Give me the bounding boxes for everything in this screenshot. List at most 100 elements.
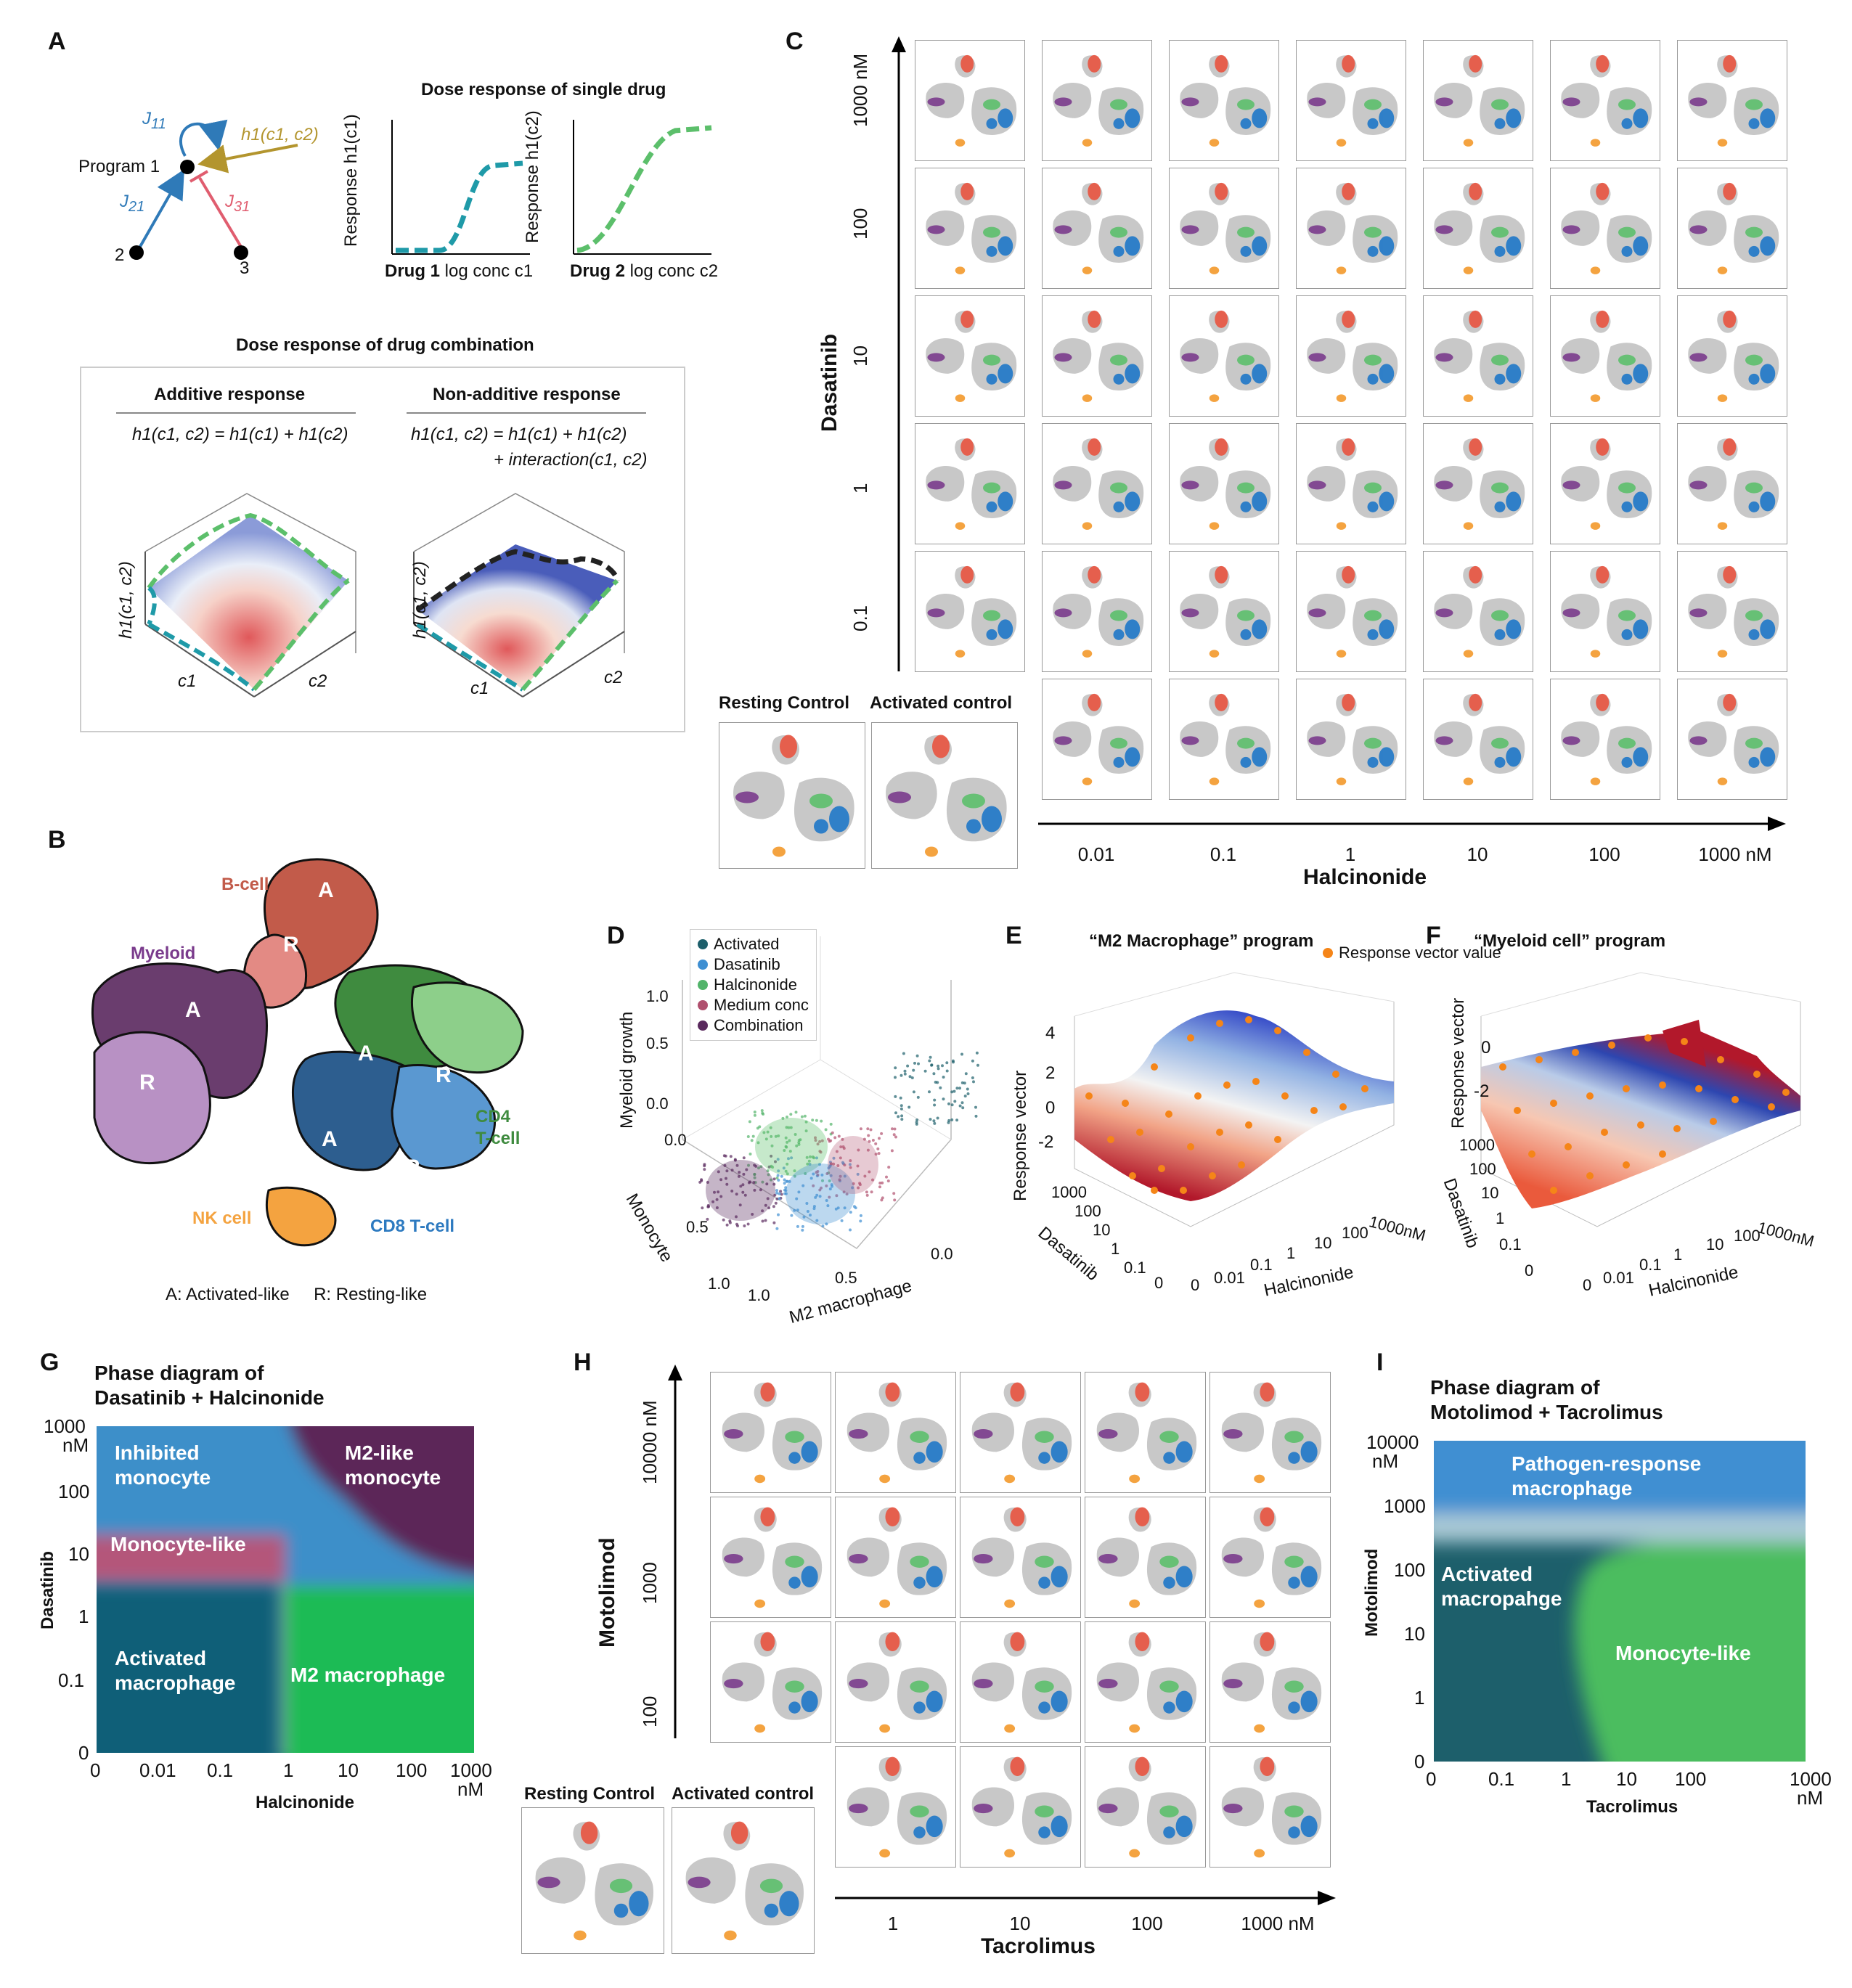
g-ytick: 0.1 xyxy=(58,1669,85,1691)
umap-thumbnail xyxy=(1677,423,1787,544)
h-x-axis-arrow xyxy=(835,1891,1336,1905)
umap-thumbnail xyxy=(1677,295,1787,417)
g-xtick: 0 xyxy=(90,1759,101,1781)
umap-thumbnail xyxy=(1423,679,1533,800)
combination-box xyxy=(80,367,685,732)
umap-thumbnail xyxy=(1042,551,1152,672)
input-arrow xyxy=(197,144,298,173)
j31-label: J31 xyxy=(225,192,250,215)
umap-thumbnail xyxy=(835,1621,956,1743)
f-ytick: 1 xyxy=(1496,1209,1505,1227)
umap-cell-atlas xyxy=(91,858,524,1247)
additive-title: Additive response xyxy=(154,385,306,404)
h-input-label: h1(c1, c2) xyxy=(241,125,319,144)
d-ztick: 0.0 xyxy=(646,1095,669,1113)
i-yunit: nM xyxy=(1372,1450,1399,1472)
f-xtick: 1 xyxy=(1673,1245,1683,1264)
panel-label-d: D xyxy=(607,922,625,949)
i-ytick: 10000 xyxy=(1366,1431,1419,1453)
c-y-axis-arrow xyxy=(892,36,906,671)
h-x-tick: 100 xyxy=(1131,1913,1163,1934)
g-ytick: 1000 xyxy=(44,1415,86,1437)
additive-c1: c1 xyxy=(178,671,197,691)
e-xlabel: Halcinonide xyxy=(1262,1262,1355,1301)
panel-label-f: F xyxy=(1426,922,1441,949)
umap-thumbnail xyxy=(1423,168,1533,289)
j11-label: J11 xyxy=(142,109,166,132)
combination-title: Dose response of drug combination xyxy=(236,335,534,355)
c-x-tick-100: 100 xyxy=(1588,843,1620,865)
umap-thumbnail xyxy=(1085,1372,1206,1493)
additive-equation: h1(c1, c2) = h1(c1) + h1(c2) xyxy=(132,425,348,444)
label-myeloid: Myeloid xyxy=(131,944,196,963)
umap-thumbnail xyxy=(960,1746,1081,1868)
h-x-tick: 10 xyxy=(1009,1913,1031,1934)
umap-thumbnail xyxy=(1085,1497,1206,1618)
e-ytick: 100 xyxy=(1074,1202,1101,1220)
panel-label-a: A xyxy=(48,28,66,55)
i-xtick: 10 xyxy=(1616,1768,1637,1790)
f-ytick: 0.1 xyxy=(1499,1235,1522,1253)
f-ytick: 100 xyxy=(1469,1160,1496,1178)
edge-2-to-1 xyxy=(136,169,184,251)
umap-thumbnail xyxy=(1209,1497,1331,1618)
g-xtick: 10 xyxy=(338,1759,359,1781)
i-xtick: 0 xyxy=(1426,1768,1437,1790)
node-3-label: 3 xyxy=(240,258,250,278)
umap-thumbnail xyxy=(1042,40,1152,161)
dose-curve-drug1 xyxy=(396,160,523,253)
activated-control-thumbnail xyxy=(672,1807,815,1954)
panel-label-i: I xyxy=(1376,1349,1384,1376)
f-zlabel: Response vector xyxy=(1448,997,1468,1129)
single-xlabel-2: Drug 2 log conc c2 xyxy=(570,261,719,281)
c-x-axis-label: Halcinonide xyxy=(1302,865,1427,889)
umap-thumbnail xyxy=(1042,679,1152,800)
umap-thumbnail xyxy=(1296,40,1406,161)
edge-3-to-1 xyxy=(198,176,245,252)
cd8-cluster-a xyxy=(291,1050,411,1171)
node-3 xyxy=(234,245,248,260)
umap-thumbnail xyxy=(835,1497,956,1618)
interaction-surfaces xyxy=(144,493,625,698)
dose-curve-drug2 xyxy=(576,125,712,253)
nonadditive-equation-1: h1(c1, c2) = h1(c1) + h1(c2) xyxy=(411,425,627,444)
umap-thumbnail xyxy=(1550,168,1660,289)
nonadditive-zlabel: h1(c1, c2) xyxy=(410,561,430,639)
umap-thumbnail xyxy=(1169,168,1279,289)
i-region-activated: Activated macropahge xyxy=(1441,1563,1562,1610)
label-bcell-r: R xyxy=(283,933,299,957)
umap-legend: A: Activated-like R: Resting-like xyxy=(166,1285,428,1304)
activated-control-thumbnail xyxy=(871,722,1018,869)
f-ytick: 1000 xyxy=(1459,1136,1495,1154)
umap-thumbnail xyxy=(1550,679,1660,800)
h-y-tick: 10000 nM xyxy=(639,1400,661,1484)
f-surface-plot xyxy=(1480,972,1801,1227)
umap-thumbnail xyxy=(1296,679,1406,800)
label-cd8-r: R xyxy=(404,1155,420,1179)
g-phase-diagram xyxy=(97,1426,474,1753)
panel-label-g: G xyxy=(40,1349,60,1376)
g-region-m2-like-monocyte: M2-like monocyte xyxy=(345,1441,441,1489)
g-xunit: nM xyxy=(457,1778,484,1800)
g-ytick: 100 xyxy=(58,1481,90,1502)
e-xtick: 1 xyxy=(1286,1244,1296,1262)
d-xtick: 1.0 xyxy=(748,1286,770,1304)
c-x-axis-arrow xyxy=(1038,817,1786,831)
program-label: Program 1 xyxy=(78,157,160,176)
d-xtick: 0.5 xyxy=(835,1269,857,1287)
g-ytick: 0 xyxy=(78,1742,89,1764)
d-legend-item: Combination xyxy=(698,1015,809,1036)
label-myeloid-r: R xyxy=(139,1071,155,1095)
g-xtick: 1 xyxy=(283,1759,294,1781)
i-title: Phase diagram of Motolimod + Tacrolimus xyxy=(1430,1376,1663,1423)
umap-thumbnail xyxy=(1550,423,1660,544)
c-x-tick-0.01: 0.01 xyxy=(1077,843,1115,865)
umap-thumbnail xyxy=(1169,679,1279,800)
e-title: “M2 Macrophage” program xyxy=(1089,931,1314,951)
c-y-tick-100: 100 xyxy=(849,208,871,240)
e-zlabel: Response vector xyxy=(1011,1070,1030,1201)
g-yunit: nM xyxy=(62,1434,89,1456)
i-ytick: 10 xyxy=(1404,1623,1425,1645)
nonadditive-equation-2: + interaction(c1, c2) xyxy=(494,450,648,470)
panel-label-h: H xyxy=(574,1349,592,1376)
